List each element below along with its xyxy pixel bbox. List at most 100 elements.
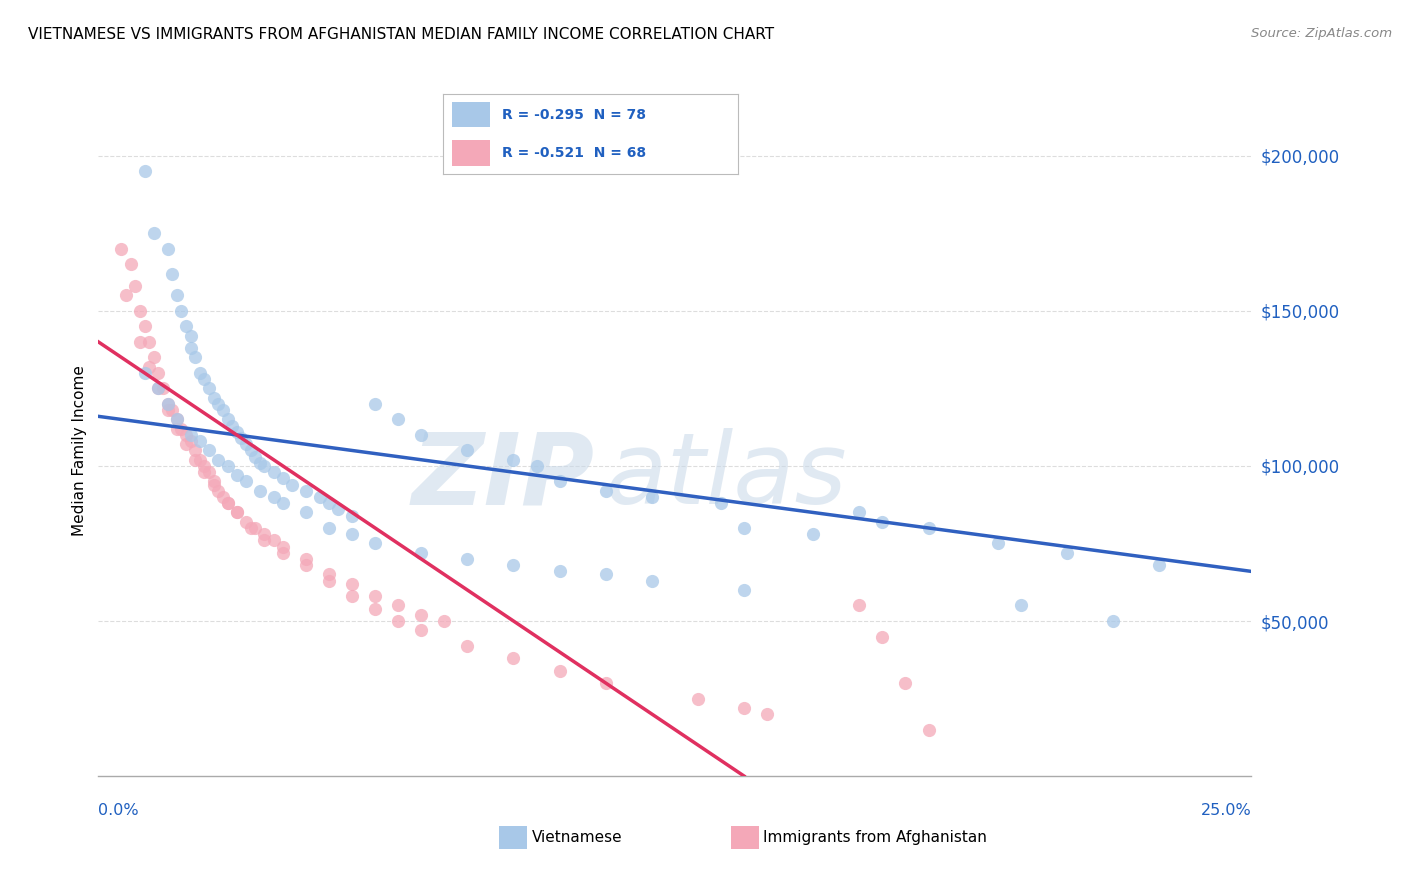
Point	[263, 465, 285, 479]
Point	[848, 506, 870, 520]
Point	[308, 490, 330, 504]
Point	[1010, 599, 1032, 613]
Point	[142, 227, 165, 241]
Text: R = -0.295  N = 78: R = -0.295 N = 78	[502, 108, 645, 121]
Point	[1102, 614, 1125, 628]
Point	[526, 458, 548, 473]
Point	[217, 496, 239, 510]
Point	[235, 515, 257, 529]
Point	[138, 359, 160, 374]
Point	[987, 536, 1010, 550]
Point	[848, 599, 870, 613]
Point	[225, 425, 247, 439]
Point	[318, 496, 340, 510]
Point	[641, 574, 664, 588]
Point	[174, 437, 197, 451]
Text: VIETNAMESE VS IMMIGRANTS FROM AFGHANISTAN MEDIAN FAMILY INCOME CORRELATION CHART: VIETNAMESE VS IMMIGRANTS FROM AFGHANISTA…	[28, 27, 775, 42]
Point	[318, 567, 340, 582]
Point	[180, 428, 202, 442]
Point	[872, 515, 894, 529]
Point	[686, 691, 709, 706]
Text: Vietnamese: Vietnamese	[531, 830, 621, 845]
Point	[263, 533, 285, 548]
Point	[156, 403, 179, 417]
Point	[148, 381, 170, 395]
Point	[129, 304, 152, 318]
Point	[134, 319, 156, 334]
Point	[387, 599, 409, 613]
Point	[188, 452, 211, 467]
Point	[207, 483, 229, 498]
Point	[502, 651, 524, 665]
Point	[364, 601, 387, 615]
Point	[166, 412, 188, 426]
Point	[249, 456, 271, 470]
Point	[756, 706, 779, 721]
Point	[193, 372, 215, 386]
Point	[166, 288, 188, 302]
Point	[364, 536, 387, 550]
Point	[733, 521, 755, 535]
Point	[184, 351, 207, 365]
Point	[184, 443, 207, 458]
Point	[917, 521, 939, 535]
Point	[152, 381, 174, 395]
Point	[198, 465, 221, 479]
Point	[411, 546, 433, 560]
Point	[188, 434, 211, 449]
Point	[295, 506, 318, 520]
Point	[271, 471, 294, 485]
Point	[166, 422, 188, 436]
Point	[1147, 558, 1170, 573]
Point	[364, 589, 387, 603]
Point	[217, 412, 239, 426]
Point	[595, 676, 617, 690]
Point	[148, 381, 170, 395]
Point	[193, 458, 215, 473]
Point	[263, 490, 285, 504]
Point	[281, 477, 304, 491]
Point	[548, 664, 571, 678]
Point	[548, 565, 571, 579]
Point	[295, 483, 318, 498]
Point	[253, 533, 276, 548]
Point	[142, 351, 165, 365]
Point	[295, 558, 318, 573]
Point	[212, 490, 235, 504]
Point	[340, 508, 363, 523]
Point	[235, 475, 257, 489]
Point	[170, 304, 193, 318]
Point	[212, 403, 235, 417]
Point	[156, 397, 179, 411]
Point	[253, 527, 276, 541]
Point	[340, 576, 363, 591]
Point	[225, 468, 247, 483]
FancyBboxPatch shape	[451, 102, 491, 128]
Point	[202, 477, 225, 491]
Point	[235, 437, 257, 451]
Text: R = -0.521  N = 68: R = -0.521 N = 68	[502, 146, 647, 160]
Text: ZIP: ZIP	[411, 428, 595, 525]
Point	[295, 552, 318, 566]
Point	[156, 397, 179, 411]
Point	[124, 279, 146, 293]
Point	[502, 558, 524, 573]
Point	[411, 428, 433, 442]
Point	[180, 328, 202, 343]
Point	[387, 412, 409, 426]
Point	[198, 381, 221, 395]
Point	[271, 540, 294, 554]
Point	[872, 630, 894, 644]
Point	[894, 676, 917, 690]
Point	[733, 701, 755, 715]
Point	[188, 366, 211, 380]
Point	[217, 458, 239, 473]
Point	[1056, 546, 1078, 560]
Text: 25.0%: 25.0%	[1201, 803, 1251, 818]
Point	[217, 496, 239, 510]
Point	[160, 267, 183, 281]
Point	[595, 483, 617, 498]
Point	[174, 319, 197, 334]
Y-axis label: Median Family Income: Median Family Income	[72, 365, 87, 536]
Point	[328, 502, 350, 516]
